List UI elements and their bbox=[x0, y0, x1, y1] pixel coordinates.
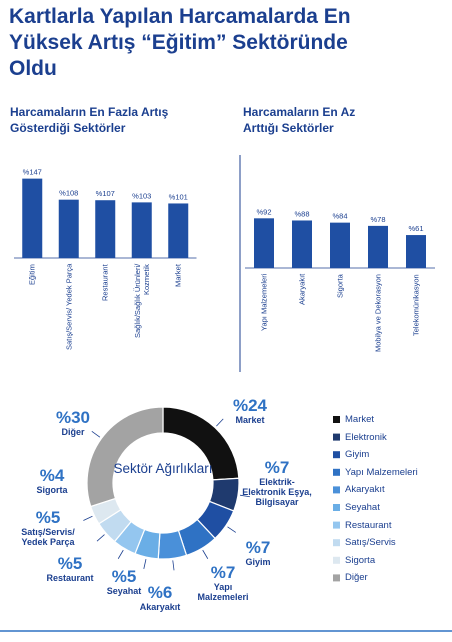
leader-line bbox=[172, 560, 175, 571]
bar bbox=[406, 235, 426, 268]
x-tick-label: Akaryakıt bbox=[297, 274, 307, 306]
legend-swatch bbox=[333, 486, 340, 494]
bar bbox=[330, 222, 350, 268]
slice-label: Diğer bbox=[61, 427, 85, 437]
leader-line bbox=[202, 549, 209, 559]
slice-label: Market bbox=[235, 415, 265, 425]
x-tick-label: Sağlık/Sağlık Ürünleri/ Kozmetik bbox=[132, 264, 151, 339]
donut-slice bbox=[86, 406, 164, 508]
slice-label: Akaryakıt bbox=[139, 602, 181, 612]
value-label: %101 bbox=[169, 192, 188, 201]
slice-label: Restaurant bbox=[46, 573, 94, 583]
bar bbox=[168, 203, 189, 258]
legend-label: Giyim bbox=[345, 449, 370, 461]
x-tick-label: Mobilya ve Dekorasyon bbox=[373, 274, 383, 352]
legend-label: Yapı Malzemeleri bbox=[345, 466, 418, 478]
legend-swatch bbox=[333, 574, 340, 582]
slice-value-label: %5 bbox=[111, 567, 137, 586]
legend-swatch bbox=[333, 504, 340, 511]
x-tick-label: Restaurant bbox=[100, 264, 110, 301]
value-label: %92 bbox=[256, 207, 271, 216]
x-tick-label: Satış/Servis/ Yedek Parça bbox=[64, 264, 74, 351]
bar bbox=[292, 220, 312, 268]
bar bbox=[131, 202, 152, 258]
chart-title: Harcamaların En Az Arttığı Sektörler bbox=[243, 105, 356, 135]
slice-value-label: %4 bbox=[39, 466, 65, 485]
legend-swatch bbox=[333, 468, 340, 476]
legend-swatch bbox=[333, 556, 340, 564]
leader-line bbox=[227, 526, 237, 533]
bar bbox=[22, 178, 43, 258]
value-label: %84 bbox=[332, 212, 347, 221]
value-label: %107 bbox=[96, 189, 115, 198]
legend-swatch bbox=[333, 451, 340, 459]
x-tick-label: Market bbox=[173, 264, 183, 287]
leader-line bbox=[143, 559, 147, 569]
legend-label: Satış/Servis bbox=[345, 537, 396, 549]
donut-center-text: Sektör Ağırlıkları bbox=[113, 461, 213, 476]
slice-value-label: %6 bbox=[147, 583, 173, 602]
legend-label: Akaryakıt bbox=[345, 484, 385, 496]
legend-label: Market bbox=[345, 414, 375, 425]
x-tick-label: Eğitim bbox=[27, 264, 37, 285]
slice-label: Giyim bbox=[245, 557, 271, 567]
legend-label: Sigorta bbox=[345, 554, 376, 566]
x-tick-label: Telekomünikasyon bbox=[411, 274, 421, 336]
slice-value-label: %7 bbox=[264, 458, 290, 477]
value-label: %108 bbox=[59, 189, 78, 198]
slice-value-label: %7 bbox=[210, 563, 236, 582]
leader-line bbox=[216, 418, 224, 427]
bar bbox=[254, 218, 274, 268]
leader-line bbox=[239, 494, 250, 498]
value-label: %61 bbox=[408, 224, 423, 233]
legend-label: Elektronik bbox=[345, 431, 387, 443]
legend-label: Diğer bbox=[345, 572, 368, 584]
slice-value-label: %24 bbox=[232, 396, 268, 415]
value-label: %88 bbox=[294, 209, 309, 218]
leader-line bbox=[83, 515, 93, 521]
leader-line bbox=[117, 549, 124, 559]
legend-label: Seyahat bbox=[345, 502, 380, 513]
value-label: %78 bbox=[370, 215, 385, 224]
chart-title: Harcamaların En Fazla Artış Gösterdiği S… bbox=[10, 105, 169, 135]
slice-value-label: %5 bbox=[57, 554, 83, 573]
x-tick-label: Yapı Malzemeleri bbox=[259, 274, 269, 332]
legend-swatch bbox=[333, 416, 340, 423]
slice-value-label: %30 bbox=[55, 408, 91, 427]
legend-label: Restaurant bbox=[345, 519, 392, 531]
slice-label: Sigorta bbox=[36, 485, 68, 495]
value-label: %147 bbox=[23, 168, 42, 177]
slice-label: Yapı Malzemeleri bbox=[197, 582, 249, 602]
leader-line bbox=[91, 430, 101, 438]
slice-value-label: %5 bbox=[35, 508, 61, 527]
bar bbox=[58, 199, 79, 258]
leader-line bbox=[96, 534, 105, 542]
page-title: Kartlarla Yapılan Harcamalarda En Yüksek… bbox=[9, 5, 351, 80]
slice-label: Elektrik-Elektronik Eşya, Bilgisayar bbox=[242, 477, 312, 507]
x-tick-label: Sigorta bbox=[335, 274, 345, 298]
legend-swatch bbox=[333, 539, 340, 547]
slice-label: Satış/Servis/ Yedek Parça bbox=[21, 527, 75, 547]
bar bbox=[368, 225, 388, 268]
slice-label: Seyahat bbox=[106, 586, 142, 596]
legend-swatch bbox=[333, 521, 340, 529]
slice-value-label: %7 bbox=[245, 538, 271, 557]
bar bbox=[95, 200, 116, 258]
value-label: %103 bbox=[132, 191, 151, 200]
legend-swatch bbox=[333, 433, 340, 441]
